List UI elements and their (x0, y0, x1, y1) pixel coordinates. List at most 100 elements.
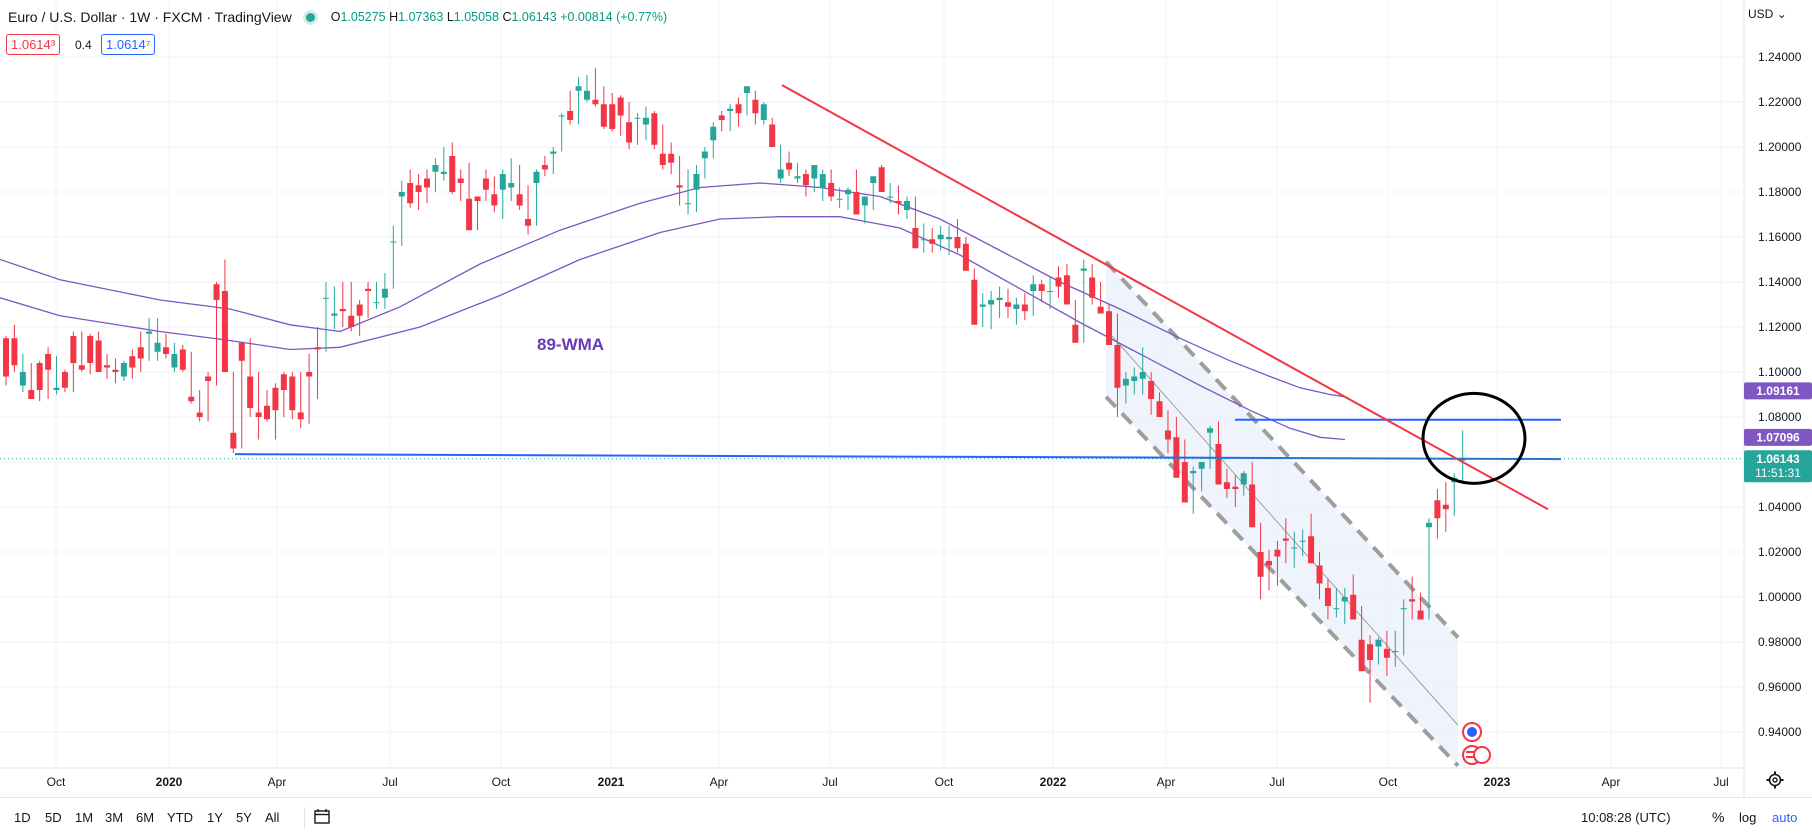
candle-body (1383, 648, 1390, 658)
support-line-lower[interactable] (234, 453, 1562, 461)
candle-body (861, 196, 868, 206)
candle-body (205, 376, 212, 381)
candle-body (1249, 484, 1256, 528)
candle-body (331, 313, 338, 316)
sell-button[interactable]: 1.0614³ (6, 34, 61, 55)
candle-body (322, 297, 329, 299)
wma-annotation-label: 89-WMA (537, 335, 604, 354)
y-tick-label: 1.02000 (1758, 545, 1802, 559)
timeframe-6m[interactable]: 6M (136, 810, 155, 825)
candle-body (575, 86, 582, 91)
highlight-circle[interactable] (1421, 391, 1527, 485)
candle-body (920, 239, 927, 241)
candle-body (634, 117, 641, 119)
candle-body (1274, 549, 1281, 557)
candle-body (1266, 561, 1272, 566)
descending-channel-fill (1106, 261, 1458, 766)
candle-body (255, 412, 262, 417)
candle-body (171, 354, 178, 368)
wma-line-89 (0, 216, 1346, 441)
time-axis[interactable]: Oct 2020 Apr Jul Oct 2021 Apr Jul Oct 2022 Apr Jul O… (0, 767, 1744, 789)
candle-body (272, 387, 279, 411)
globe-event-icon[interactable] (1462, 722, 1482, 742)
candle-body (1148, 381, 1155, 399)
candle-body (1106, 311, 1113, 345)
candle-body (718, 115, 725, 120)
timeframe-5y[interactable]: 5Y (236, 810, 252, 825)
candle-body (971, 279, 978, 325)
price-tag-label: 1.09161 (1756, 384, 1800, 398)
price-tag (1744, 450, 1812, 483)
y-tick-label: 1.18000 (1758, 185, 1802, 199)
timeframe-all[interactable]: All (265, 810, 280, 825)
candle-body (946, 237, 953, 240)
candle-body (146, 331, 153, 334)
candle-body (28, 390, 35, 399)
price-chart[interactable]: 89-WMA 1.24000 1.22000 1.20000 1.18000 1.160… (0, 0, 1812, 797)
auto-scale-toggle[interactable]: auto (1772, 810, 1798, 825)
x-tick-label: Jul (822, 775, 837, 789)
candle-body (802, 174, 809, 186)
candle-body (499, 174, 506, 190)
candle-body (415, 185, 422, 192)
price-tag-label: 1.06143 (1756, 452, 1800, 466)
gear-icon[interactable] (1766, 771, 1784, 794)
candle-body (735, 104, 742, 114)
candle-body (280, 374, 287, 390)
candle-body (1333, 608, 1340, 610)
candle-body (777, 169, 784, 179)
candle-body (701, 151, 708, 159)
x-tick-label: Apr (1157, 775, 1176, 789)
candle-body (390, 241, 397, 243)
calendar-range-icon[interactable] (314, 809, 330, 824)
us-flag-event-icon[interactable] (1462, 745, 1491, 765)
candle-body (247, 376, 254, 408)
candle-body (794, 176, 801, 179)
symbol-title[interactable]: Euro / U.S. Dollar · 1W · FXCM · Trading… (8, 9, 292, 25)
candle-body (912, 228, 919, 249)
candle-body (996, 297, 1003, 300)
candle-body (1425, 522, 1432, 528)
candle-body (1232, 486, 1239, 489)
candle-body (1131, 376, 1138, 381)
x-tick-label: Oct (47, 775, 66, 789)
price-axis[interactable]: 1.24000 1.22000 1.20000 1.18000 1.16000 1.140… (1743, 0, 1802, 797)
percent-scale-toggle[interactable]: % (1712, 809, 1725, 825)
candle-body (1257, 552, 1264, 577)
candle-body (887, 196, 894, 198)
y-tick-label: 1.22000 (1758, 95, 1802, 109)
timeframe-1m[interactable]: 1M (75, 810, 94, 825)
timeframe-5d[interactable]: 5D (45, 810, 62, 825)
candle-body (1223, 482, 1230, 489)
candle-body (61, 372, 68, 388)
candle-body (878, 167, 885, 192)
candle-body (1400, 608, 1407, 610)
chart-header: Euro / U.S. Dollar · 1W · FXCM · Trading… (8, 9, 667, 25)
currency-selector[interactable]: USD ⌄ (1748, 7, 1787, 21)
utc-clock[interactable]: 10:08:28 (UTC) (1581, 810, 1671, 825)
timeframe-3m[interactable]: 3M (105, 810, 124, 825)
x-tick-label: Oct (935, 775, 954, 789)
wma-line-short (0, 182, 1346, 398)
y-tick-label: 1.16000 (1758, 230, 1802, 244)
candle-body (600, 104, 607, 127)
candle-body (474, 196, 481, 201)
downtrend-line[interactable] (781, 84, 1549, 511)
candle-body (365, 288, 372, 291)
candle-body (693, 174, 700, 190)
candle-body (19, 372, 26, 386)
channel-median-line (1105, 328, 1459, 726)
x-tick-label: Apr (268, 775, 287, 789)
log-scale-toggle[interactable]: log (1739, 810, 1757, 825)
buy-button[interactable]: 1.0614⁷ (101, 34, 156, 55)
timeframe-ytd[interactable]: YTD (167, 810, 193, 825)
timeframe-1d[interactable]: 1D (14, 810, 31, 825)
timeframe-1y[interactable]: 1Y (207, 810, 223, 825)
candle-body (1299, 540, 1306, 542)
candle-body (1459, 459, 1466, 461)
candle-body (1063, 275, 1070, 305)
x-tick-label: Apr (1602, 775, 1621, 789)
candle-body (339, 309, 346, 312)
candle-body (432, 165, 439, 172)
